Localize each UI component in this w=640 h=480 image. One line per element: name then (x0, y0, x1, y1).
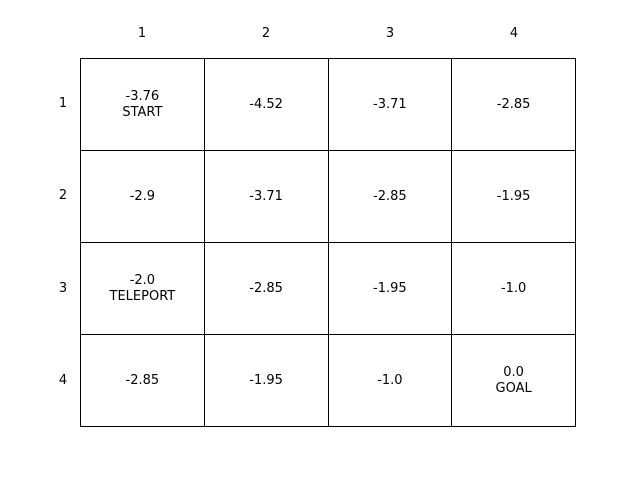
cell-value: -2.9 (129, 188, 156, 204)
cell-value: -1.95 (373, 280, 407, 296)
cell-value: -2.85 (249, 280, 283, 296)
teleport-tag: TELEPORT (109, 288, 176, 304)
column-label-3: 3 (385, 26, 395, 41)
grid-cell-3-4: -1.0 (452, 243, 576, 335)
row-label-3: 3 (58, 281, 68, 296)
cell-value: -1.95 (249, 372, 283, 388)
cell-value: -2.85 (373, 188, 407, 204)
start-tag: START (122, 104, 163, 120)
cell-value: -4.52 (249, 96, 283, 112)
value-grid: -3.76 START -4.52 -3.71 -2.85 -2.9 -3.71 … (80, 58, 576, 427)
cell-value: -1.0 (377, 372, 403, 388)
grid-cell-2-4: -1.95 (452, 151, 576, 243)
cell-value: -3.71 (373, 96, 407, 112)
row-label-1: 1 (58, 96, 68, 111)
cell-value: -1.0 (500, 280, 527, 296)
grid-cell-1-2: -4.52 (204, 59, 329, 151)
grid-cell-1-1: -3.76 START (81, 59, 205, 151)
cell-value: -2.0 (129, 272, 156, 288)
grid-cell-3-2: -2.85 (204, 243, 329, 335)
column-label-2: 2 (261, 26, 271, 41)
cell-value: -2.85 (125, 372, 160, 388)
grid-cell-3-3: -1.95 (328, 243, 453, 335)
grid-cell-4-4: 0.0 GOAL (452, 335, 576, 427)
row-label-2: 2 (58, 188, 68, 203)
column-label-4: 4 (509, 26, 519, 41)
grid-cell-3-1: -2.0 TELEPORT (81, 243, 205, 335)
grid-cell-1-4: -2.85 (452, 59, 576, 151)
grid-cell-2-3: -2.85 (328, 151, 453, 243)
grid-cell-2-2: -3.71 (204, 151, 329, 243)
column-label-1: 1 (137, 26, 147, 41)
goal-tag: GOAL (495, 380, 532, 396)
grid-cell-4-1: -2.85 (81, 335, 205, 427)
cell-value: -3.76 (125, 88, 160, 104)
cell-value: -3.71 (249, 188, 283, 204)
cell-value: -2.85 (496, 96, 531, 112)
cell-value: -1.95 (496, 188, 531, 204)
grid-cell-4-2: -1.95 (204, 335, 329, 427)
grid-cell-4-3: -1.0 (328, 335, 453, 427)
row-label-4: 4 (58, 373, 68, 388)
grid-cell-2-1: -2.9 (81, 151, 205, 243)
cell-value: 0.0 (503, 364, 524, 380)
grid-cell-1-3: -3.71 (328, 59, 453, 151)
